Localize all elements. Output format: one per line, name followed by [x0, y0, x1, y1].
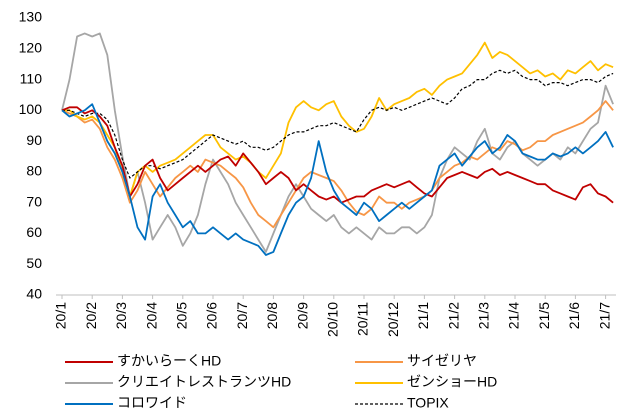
- x-tick-label: 20/2: [83, 302, 99, 329]
- legend-label: コロワイド: [117, 395, 187, 411]
- x-tick-label: 21/7: [596, 302, 612, 329]
- series-line: [62, 41, 614, 198]
- x-tick-label: 21/1: [415, 302, 431, 329]
- x-tick-label: 20/1: [53, 302, 69, 329]
- x-tick-label: 20/7: [234, 302, 250, 329]
- legend-label: ゼンショーHD: [407, 374, 497, 390]
- x-tick-label: 20/12: [385, 302, 401, 337]
- x-tick-label: 21/2: [445, 302, 461, 329]
- series-line: [62, 69, 614, 179]
- legend-label: サイゼリヤ: [407, 353, 477, 369]
- y-tick-label: 110: [20, 70, 43, 86]
- y-tick-label: 130: [19, 9, 43, 25]
- y-tick-label: 60: [26, 224, 42, 240]
- x-tick-label: 21/4: [506, 302, 522, 329]
- x-tick-label: 20/5: [174, 302, 190, 329]
- legend-label: すかいらーくHD: [117, 353, 221, 369]
- x-tick-label: 21/5: [536, 302, 552, 329]
- x-tick-label: 20/3: [113, 302, 129, 329]
- x-tick-label: 20/9: [294, 302, 310, 329]
- y-tick-label: 120: [19, 39, 43, 55]
- x-tick-label: 20/8: [264, 302, 280, 329]
- x-tick-label: 20/10: [325, 302, 341, 337]
- x-tick-label: 20/4: [143, 302, 159, 329]
- y-tick-label: 40: [26, 286, 42, 302]
- x-tick-label: 21/3: [476, 302, 492, 329]
- series-line: [61, 32, 614, 253]
- series-line: [61, 100, 614, 229]
- x-tick-label: 20/6: [204, 302, 220, 329]
- y-tick-label: 80: [26, 163, 42, 179]
- x-tick-label: 21/6: [566, 302, 582, 329]
- series-line: [61, 106, 614, 204]
- series-line: [61, 103, 614, 256]
- y-tick-label: 50: [26, 255, 42, 271]
- y-tick-label: 70: [26, 193, 42, 209]
- legend-label: TOPIX: [407, 395, 449, 411]
- x-tick-label: 20/11: [355, 302, 371, 336]
- y-tick-label: 90: [26, 132, 42, 148]
- legend-label: クリエイトレストランツHD: [117, 374, 291, 390]
- y-tick-label: 100: [19, 101, 43, 117]
